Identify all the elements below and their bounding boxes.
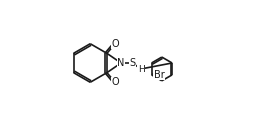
Text: H: H bbox=[138, 65, 144, 74]
Text: Br: Br bbox=[154, 70, 164, 80]
Text: O: O bbox=[111, 39, 119, 49]
Text: N: N bbox=[117, 58, 125, 68]
Text: S: S bbox=[129, 58, 135, 68]
Text: O: O bbox=[111, 77, 119, 87]
